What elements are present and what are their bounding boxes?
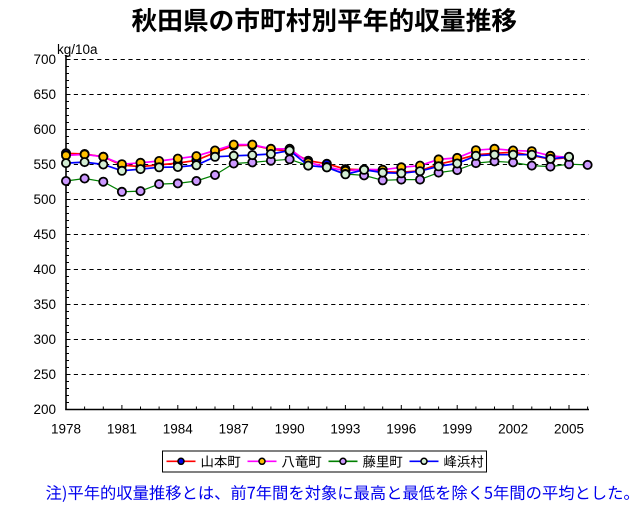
svg-text:2002: 2002: [498, 422, 528, 437]
svg-text:650: 650: [33, 87, 56, 102]
svg-text:600: 600: [33, 122, 56, 137]
svg-text:450: 450: [33, 227, 56, 242]
svg-text:1996: 1996: [386, 422, 416, 437]
svg-text:400: 400: [33, 262, 56, 277]
svg-text:2005: 2005: [554, 422, 584, 437]
svg-text:300: 300: [33, 332, 56, 347]
svg-text:1978: 1978: [51, 422, 81, 437]
svg-text:200: 200: [33, 402, 56, 417]
svg-text:350: 350: [33, 297, 56, 312]
svg-text:1993: 1993: [330, 422, 360, 437]
svg-text:1999: 1999: [442, 422, 472, 437]
svg-text:250: 250: [33, 367, 56, 382]
svg-text:500: 500: [33, 192, 56, 207]
svg-text:550: 550: [33, 157, 56, 172]
svg-text:kg/10a: kg/10a: [57, 42, 98, 57]
svg-text:1984: 1984: [163, 422, 194, 437]
svg-text:1987: 1987: [219, 422, 249, 437]
svg-text:700: 700: [33, 52, 56, 67]
svg-text:1981: 1981: [107, 422, 137, 437]
svg-text:1990: 1990: [275, 422, 305, 437]
